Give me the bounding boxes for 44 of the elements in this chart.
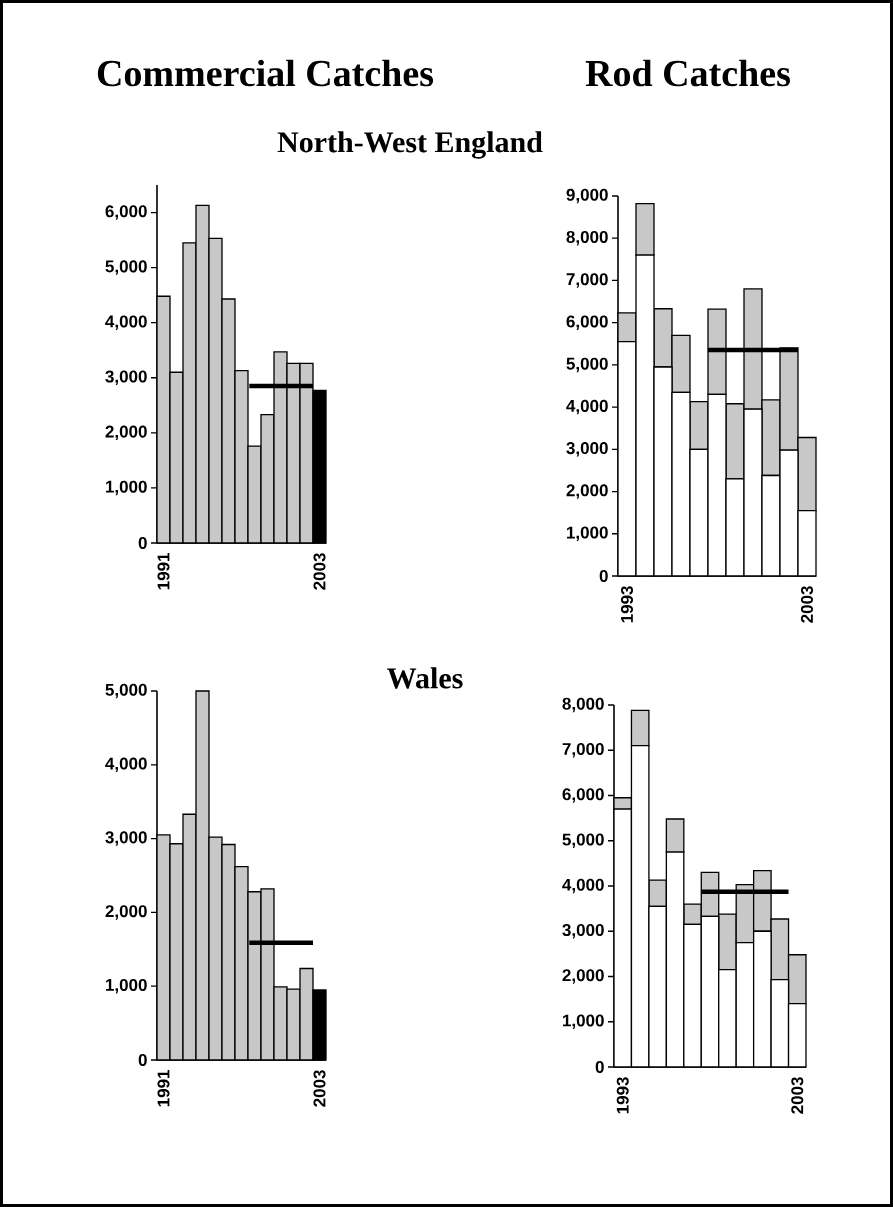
y-tick-label: 0 [138,536,147,550]
y-tick-label: 9,000 [566,188,608,204]
y-tick-label: 4,000 [105,315,147,330]
y-tick-label: 2,000 [562,969,604,984]
y-tick-label: 4,000 [566,399,608,415]
chart-subtitle: Wales [387,667,463,689]
y-tick-label: 5,000 [105,260,147,275]
x-tick-label: 1991 [157,553,170,590]
y-tick-label: 6,000 [105,205,147,220]
y-tick-label: 4,000 [105,757,147,773]
y-tick-label: 7,000 [562,742,604,758]
chart-title: Rod Catches [585,59,790,87]
text: North-West England [277,131,543,159]
x-tick-label: 2003 [800,586,814,623]
y-tick-label: 3,000 [562,923,604,939]
x-tick-label: 2003 [313,553,326,590]
y-tick-label: 5,000 [566,357,608,373]
y-tick-label: 7,000 [566,273,608,288]
y-tick-label: 1,000 [105,480,147,496]
y-tick-label: 0 [599,569,608,583]
y-tick-label: 2,000 [105,425,147,441]
y-tick-label: 1,000 [563,1014,604,1029]
y-tick-label: 8,000 [566,230,608,246]
y-tick-label: 1,000 [567,526,608,542]
y-tick-label: 0 [138,1053,147,1067]
chart-title: Commercial Catches [97,59,434,87]
x-tick-label: 2003 [313,1070,326,1107]
y-tick-label: 3,000 [105,831,147,846]
y-tick-label: 5,000 [562,833,604,848]
y-tick-label: 4,000 [562,878,604,894]
y-tick-label: 2,000 [566,484,608,499]
y-tick-label: 6,000 [562,788,604,803]
y-tick-label: 1,000 [105,978,147,994]
y-tick-label: 2,000 [105,905,147,920]
x-tick-label: 1993 [616,1077,629,1114]
y-tick-label: 0 [595,1060,604,1074]
x-tick-label: 1993 [620,586,634,623]
y-tick-label: 5,000 [105,683,147,699]
y-tick-label: 3,000 [566,442,608,457]
y-tick-label: 8,000 [562,697,604,713]
y-tick-label: 6,000 [566,315,608,330]
x-tick-label: 2003 [791,1077,804,1114]
x-tick-label: 1991 [157,1070,170,1107]
y-tick-label: 3,000 [105,370,147,386]
